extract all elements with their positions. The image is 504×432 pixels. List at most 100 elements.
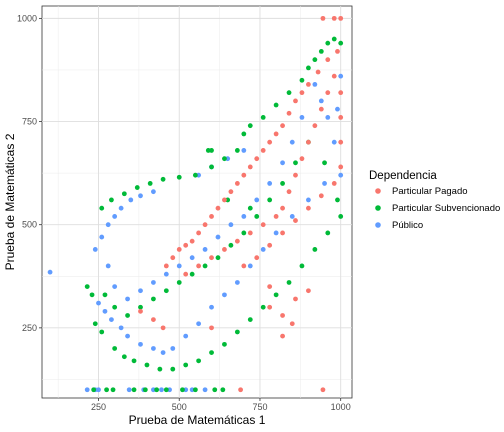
data-point (125, 296, 130, 302)
data-point (306, 139, 311, 145)
data-point (112, 346, 118, 351)
data-point (159, 387, 164, 393)
data-point (254, 214, 260, 219)
data-point (92, 247, 98, 252)
data-point (151, 296, 156, 302)
data-point (209, 304, 214, 310)
data-point (196, 358, 202, 364)
y-tick-label: 250 (22, 323, 37, 333)
data-point (112, 304, 118, 310)
data-point (289, 139, 295, 145)
data-point (267, 139, 273, 145)
data-point (318, 48, 324, 54)
data-point (110, 387, 116, 393)
data-point (131, 387, 137, 393)
data-point (299, 115, 305, 120)
data-point (293, 160, 298, 166)
data-point (247, 205, 253, 211)
data-point (125, 333, 130, 339)
data-point (96, 300, 101, 306)
data-point (315, 69, 321, 75)
legend-title: Dependencia (369, 170, 437, 182)
data-point (312, 123, 318, 129)
data-point (312, 57, 318, 63)
data-point (163, 288, 169, 294)
data-point (254, 255, 260, 261)
data-point (160, 350, 166, 356)
data-point (125, 313, 130, 318)
data-point (189, 255, 195, 261)
data-point (293, 172, 298, 178)
data-point (338, 73, 344, 79)
data-point (222, 247, 227, 252)
data-point (322, 160, 327, 166)
data-point (318, 106, 324, 112)
data-point (331, 36, 337, 42)
data-point (209, 164, 214, 170)
y-axis-ticks: 250 500 750 1000 (17, 13, 42, 333)
data-point (170, 366, 176, 372)
data-point (247, 230, 253, 236)
data-point (335, 48, 340, 54)
data-point (234, 329, 240, 335)
data-point (335, 197, 340, 203)
data-point (331, 139, 337, 145)
data-point (91, 387, 97, 393)
x-tick-label: 500 (172, 402, 187, 412)
data-point (325, 90, 331, 96)
data-point (331, 73, 337, 79)
data-point (121, 191, 127, 197)
data-point (151, 189, 156, 195)
data-point (234, 238, 240, 244)
data-point (325, 230, 331, 236)
data-point (312, 247, 318, 252)
data-point (189, 271, 195, 277)
data-point (299, 156, 305, 162)
legend-key (375, 222, 381, 228)
data-point (280, 230, 285, 236)
data-point (92, 321, 98, 327)
data-point (273, 292, 279, 298)
data-point (157, 366, 163, 372)
data-point (247, 317, 253, 322)
data-point (102, 308, 108, 314)
data-point (89, 292, 95, 298)
data-point (142, 387, 148, 393)
data-point (338, 40, 344, 46)
data-point (209, 214, 214, 219)
data-point (280, 313, 285, 318)
data-point (151, 280, 156, 285)
data-point (241, 263, 247, 269)
legend-key (375, 188, 381, 194)
data-point (260, 115, 266, 120)
data-point (220, 387, 226, 393)
data-point (338, 115, 344, 120)
data-point (109, 317, 114, 322)
data-point (228, 189, 234, 195)
data-point (260, 247, 266, 252)
data-point (325, 40, 331, 46)
data-point (109, 197, 114, 203)
data-point (84, 284, 90, 289)
data-point (338, 214, 344, 219)
data-point (138, 341, 143, 347)
data-point (192, 172, 198, 178)
grid (42, 6, 352, 398)
y-tick-label: 1000 (17, 13, 37, 23)
data-point (202, 263, 208, 269)
data-point (215, 255, 221, 261)
data-point (170, 346, 176, 351)
data-point (176, 280, 182, 285)
data-point (222, 197, 227, 203)
data-point (260, 304, 266, 310)
data-point (267, 197, 273, 203)
data-point (228, 242, 234, 248)
data-point (118, 205, 124, 211)
data-point (260, 148, 266, 153)
data-point (196, 230, 202, 236)
data-point (273, 102, 279, 108)
legend-key (375, 205, 381, 211)
data-point (267, 181, 273, 186)
data-point (163, 263, 169, 269)
